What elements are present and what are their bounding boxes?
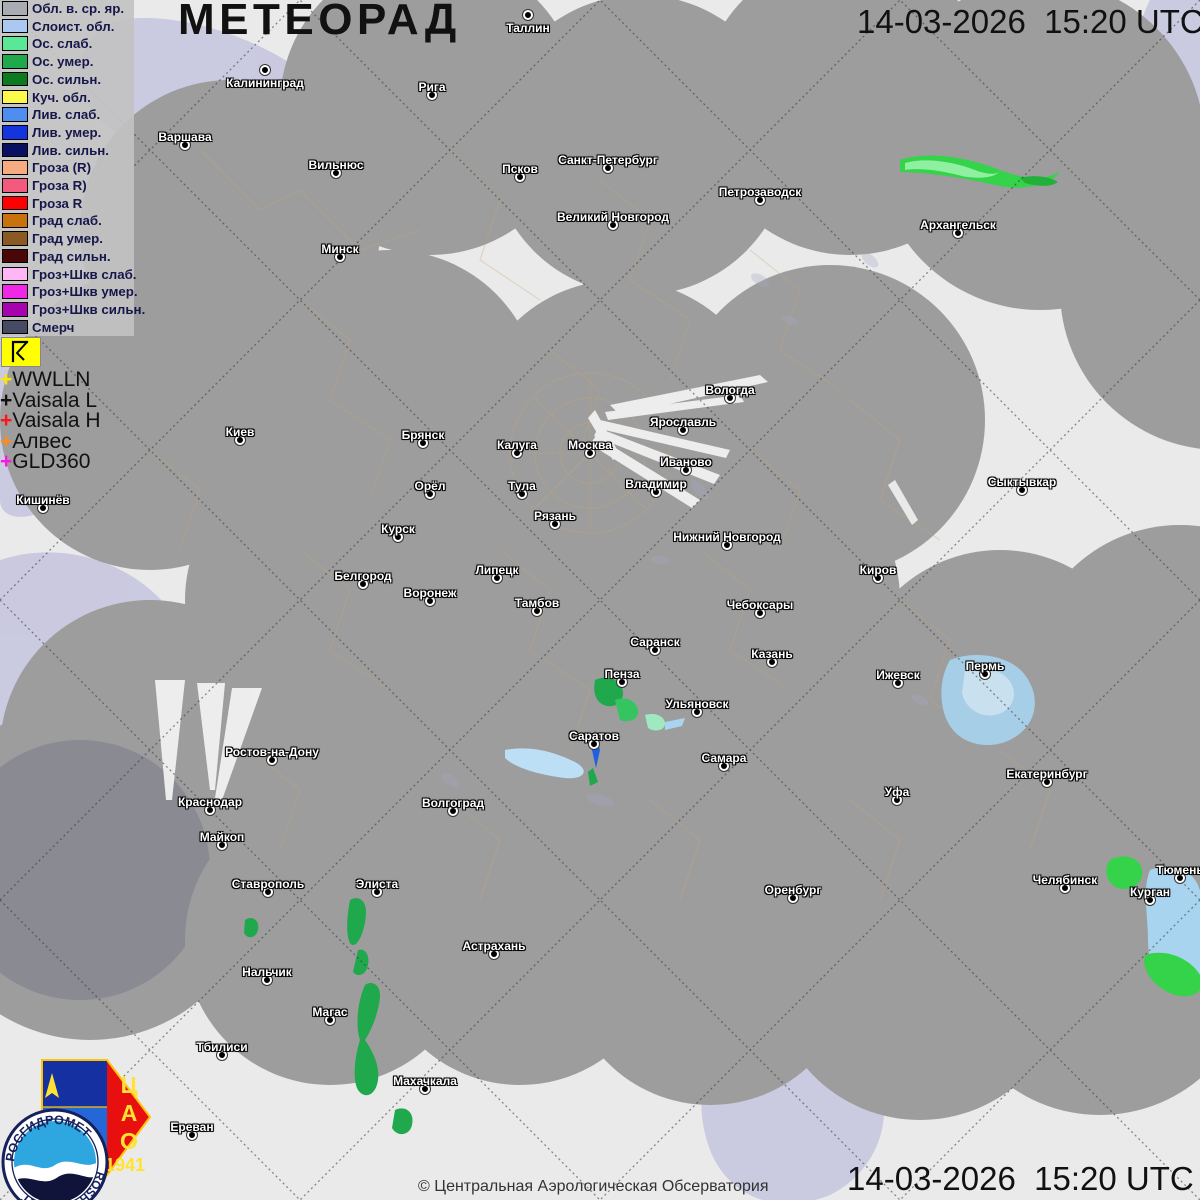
svg-text:Ц: Ц bbox=[121, 1072, 138, 1098]
svg-text:1941: 1941 bbox=[105, 1155, 145, 1175]
svg-text:А: А bbox=[121, 1100, 138, 1126]
svg-text:О: О bbox=[120, 1128, 138, 1154]
